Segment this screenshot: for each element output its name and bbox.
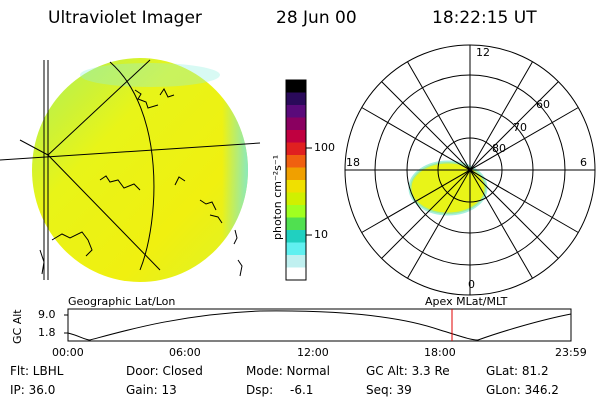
altitude-curve [67,310,572,341]
colorbar-stripe [286,205,306,218]
colorbar-stripe [286,142,306,156]
timeline-ytick-1-8: 1.8 [38,326,56,339]
seq-info: Seq: 39 [366,383,412,397]
polar-plot [344,44,596,296]
mlt-label-0: 0 [468,278,475,291]
colorbar-stripe [286,267,306,281]
mlt-label-6: 6 [580,156,587,169]
gcalt-info: GC Alt: 3.3 Re [366,364,450,378]
colorbar-stripe [286,192,306,206]
lat-label-60: 60 [536,98,550,111]
colorbar-stripe [286,130,306,143]
colorbar-stripe [286,117,306,131]
timeline-axis-title: GC Alt [11,309,24,344]
geographic-image [0,58,261,282]
ip-info: IP: 36.0 [10,383,56,397]
apex-label: Apex MLat/MLT [425,295,508,308]
date-label: 28 Jun 00 [276,8,357,28]
timeline-xtick-0600: 06:00 [169,346,201,359]
geographic-grid [0,59,261,280]
colorbar-stripe [286,92,306,106]
colorbar-stripe [286,167,306,181]
gain-info: Gain: 13 [126,383,177,397]
timeline-xtick-2359: 23:59 [555,346,587,359]
timeline-xtick-1200: 12:00 [297,346,329,359]
timeline-xtick-1800: 18:00 [424,346,456,359]
filter-info: Flt: LBHL [10,364,64,378]
door-info: Door: Closed [126,364,203,378]
colorbar-stripe [286,255,306,268]
colorbar-stripe [286,230,306,243]
dsp-value: -6.1 [290,383,314,397]
glon-info: GLon: 346.2 [486,383,559,397]
mode-info: Mode: Normal [246,364,330,378]
colorbar-tick-10: 10 [314,228,328,241]
timeline-xtick-0000: 00:00 [52,346,84,359]
coastlines [39,88,243,277]
colorbar-stripe [286,180,306,193]
colorbar-stripe [286,242,306,256]
timeline-plot [64,308,572,342]
colorbar-stripe [286,105,306,118]
instrument-title: Ultraviolet Imager [48,8,202,28]
lat-label-70: 70 [513,121,527,134]
mlt-label-12: 12 [476,46,490,59]
colorbar-tick-100: 100 [314,141,335,154]
colorbar-stripe [286,217,306,231]
geographic-label: Geographic Lat/Lon [68,295,176,308]
time-label: 18:22:15 UT [432,8,537,28]
colorbar-unit-label: photon cm⁻²s⁻¹ [271,154,284,240]
polar-grid [344,44,596,296]
glat-info: GLat: 81.2 [486,364,549,378]
colorbar-stripe [286,155,306,168]
mlt-label-18: 18 [346,156,360,169]
lat-label-80: 80 [492,142,506,155]
colorbar [285,79,312,281]
colorbar-stripe [286,80,306,93]
dsp-label: Dsp: [246,383,274,397]
timeline-ytick-9: 9.0 [38,308,56,321]
